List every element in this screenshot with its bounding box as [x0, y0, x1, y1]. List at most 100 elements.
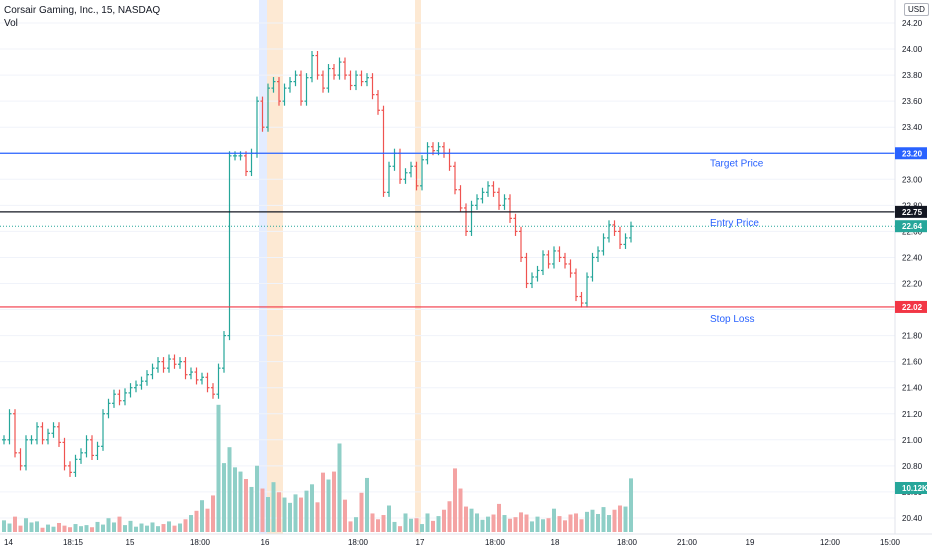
x-tick-label: 17 [416, 538, 425, 547]
price-bar [442, 142, 446, 158]
volume-bar [271, 482, 276, 532]
volume-bar [117, 516, 122, 532]
volume-bar [227, 447, 232, 532]
volume-bar [332, 471, 336, 532]
price-bar [541, 250, 545, 276]
volume-bar [425, 513, 430, 532]
volume-bar [370, 513, 375, 532]
volume-bar [420, 524, 424, 532]
volume-bar [249, 486, 254, 532]
price-bar [414, 161, 419, 191]
x-tick-label: 18:00 [617, 538, 638, 547]
symbol-title[interactable]: Corsair Gaming, Inc., 15, NASDAQ [4, 5, 161, 16]
volume-bar [178, 523, 182, 532]
price-bar [216, 363, 221, 399]
target-price-annotation: Target Price [710, 158, 764, 169]
price-bar [315, 51, 320, 80]
volume-bar [409, 518, 413, 532]
y-tick-label: 23.40 [902, 123, 923, 132]
price-bar [392, 148, 397, 171]
price-bar [40, 422, 45, 445]
volume-bar [106, 518, 111, 532]
badge-label: 23.20 [902, 149, 923, 158]
price-bar [579, 291, 584, 308]
price-bar [73, 454, 78, 477]
volume-bar [365, 477, 369, 532]
volume-bar [436, 516, 441, 532]
price-bar [282, 83, 287, 106]
volume-indicator-label[interactable]: Vol [4, 18, 18, 29]
price-bar [491, 181, 496, 197]
volume-bar [200, 500, 204, 532]
price-bar [469, 200, 474, 236]
volume-bar [18, 525, 23, 532]
price-bar [403, 168, 408, 184]
volume-bar [211, 495, 215, 532]
volume-bar [161, 524, 166, 532]
stop-loss-badge: 22.02 [895, 300, 927, 313]
volume-bar [596, 513, 600, 532]
price-bar [497, 187, 501, 210]
price-bar [134, 380, 138, 393]
price-bar [601, 233, 606, 256]
volume-bar [557, 516, 562, 532]
volume-bar [519, 512, 523, 532]
price-bar [172, 354, 177, 369]
price-bar [161, 357, 166, 373]
volume-bar [629, 478, 633, 532]
volume-bar [568, 514, 573, 532]
currency-label[interactable]: USD [904, 3, 929, 16]
chart-legend: Corsair Gaming, Inc., 15, NASDAQ Vol [4, 4, 160, 30]
price-bar [211, 383, 215, 399]
volume-bar [7, 523, 12, 532]
volume-bar [431, 520, 435, 532]
price-bar [398, 148, 402, 184]
price-bar [464, 203, 468, 236]
price-bar [189, 367, 193, 380]
badge-label: 22.02 [902, 303, 923, 312]
volume-bar [508, 518, 512, 532]
volume-bar [29, 522, 34, 532]
volume-bar [475, 513, 479, 532]
volume-bar [392, 521, 397, 532]
price-bar [321, 70, 325, 93]
volume-bar [238, 471, 243, 532]
price-bar [293, 70, 298, 87]
y-tick-label: 23.80 [902, 71, 923, 80]
price-bar [508, 194, 512, 223]
last-volume-badge: 10.12K [895, 482, 928, 494]
x-tick-label: 16 [261, 538, 270, 547]
y-tick-label: 20.80 [902, 462, 923, 471]
y-tick-label: 20.40 [902, 514, 923, 523]
volume-bar [513, 517, 518, 532]
volume-bar [222, 463, 226, 532]
volume-bar [68, 527, 72, 532]
price-bar [546, 250, 551, 269]
price-bar [596, 246, 600, 263]
volume-bar [304, 490, 309, 532]
price-bar [117, 389, 122, 406]
y-tick-label: 21.60 [902, 358, 923, 367]
volume-bar [90, 527, 94, 532]
price-bar [112, 389, 116, 408]
session-band [259, 0, 267, 534]
volume-bar [189, 515, 193, 532]
x-tick-label: 12:00 [820, 538, 841, 547]
volume-bar [156, 526, 160, 532]
price-bar [348, 70, 353, 91]
y-tick-label: 21.40 [902, 384, 923, 393]
annotations: Target Price Entry Price Stop Loss [710, 158, 764, 325]
volume-bar [244, 479, 248, 532]
volume-bar [35, 521, 39, 532]
price-bar [535, 265, 540, 282]
price-bar [150, 363, 155, 380]
price-bar [530, 272, 534, 289]
volume-bar [348, 521, 353, 532]
volume-bar [123, 525, 127, 532]
price-bar [304, 73, 309, 106]
price-bar [57, 422, 61, 447]
price-bar [95, 441, 100, 460]
volume-bar [299, 497, 303, 532]
